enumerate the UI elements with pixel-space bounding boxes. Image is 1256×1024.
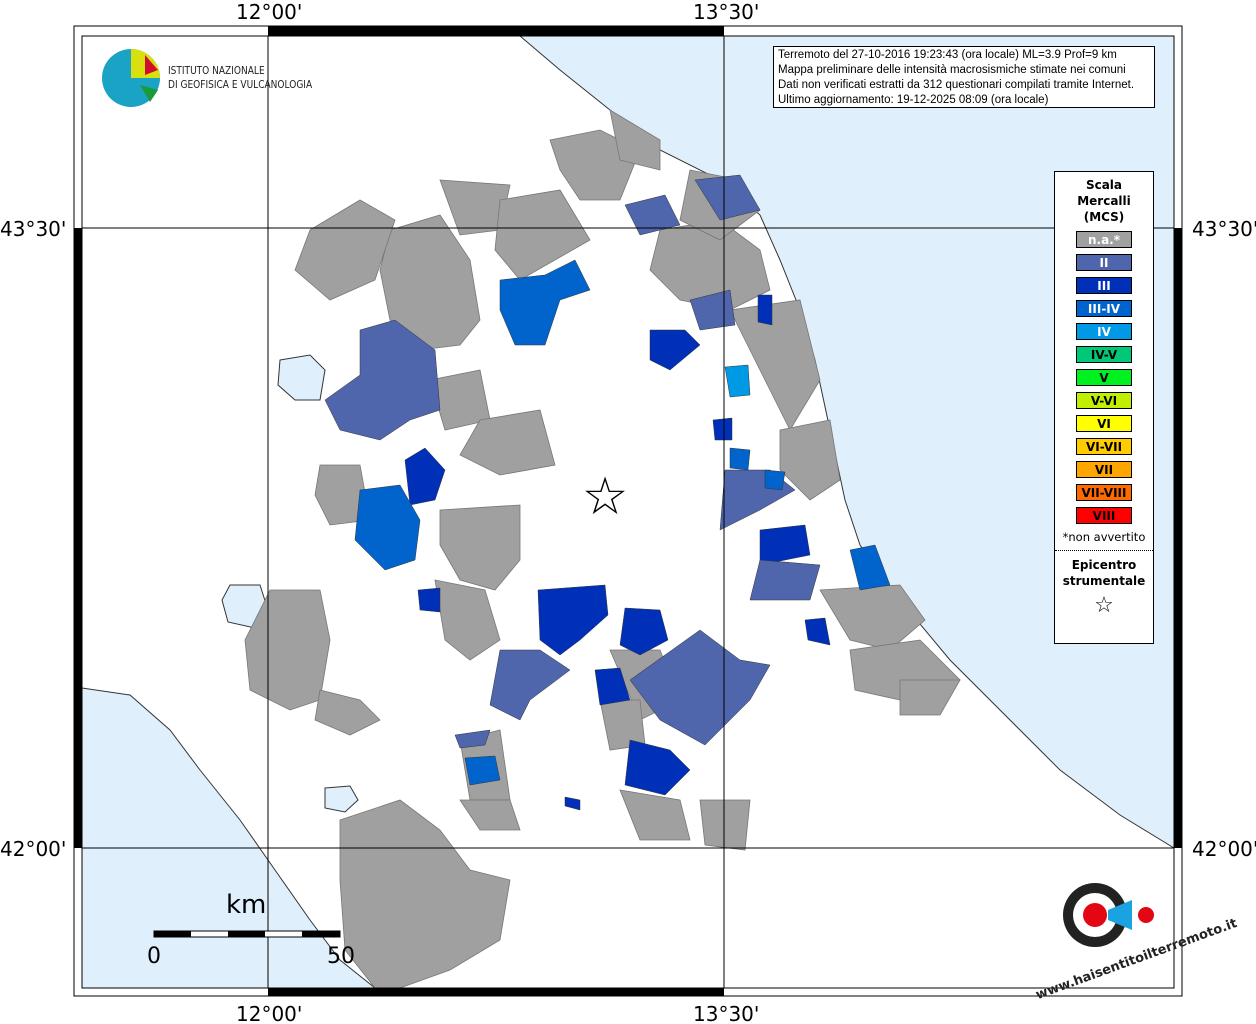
- legend-swatch-vi: VI: [1076, 415, 1132, 432]
- info-box: Terremoto del 27-10-2016 19:23:43 (ora l…: [773, 46, 1155, 108]
- scale-max: 50: [327, 944, 355, 969]
- map-frame: [73, 25, 1183, 997]
- legend-title-1: Scala: [1085, 178, 1123, 192]
- legend-note: *non avvertito: [1062, 530, 1146, 544]
- legend-swatch-v-vi: V-VI: [1076, 392, 1132, 409]
- legend-swatch-iv-v: IV-V: [1076, 346, 1132, 363]
- legend-swatch-viii: VIII: [1076, 507, 1132, 524]
- epicenter-star: ☆: [582, 467, 629, 527]
- legend-divider: [1055, 550, 1153, 551]
- legend-star-icon: ☆: [1094, 593, 1114, 618]
- legend-swatch-vi-vii: VI-VII: [1076, 438, 1132, 455]
- legend-title-2: Mercalli: [1077, 194, 1131, 208]
- scale-bar: [153, 930, 341, 938]
- scale-unit: km: [226, 890, 267, 920]
- legend-swatches: n.a.* II III III-IV IV IV-V V V-VI VI VI-VII VII VI…: [1055, 231, 1153, 524]
- legend-swatch-iv: IV: [1076, 323, 1132, 340]
- lat-label-right-top: 43°30': [1192, 217, 1256, 241]
- graticule: [82, 36, 1174, 988]
- legend-swatch-v: V: [1076, 369, 1132, 386]
- legend: Scala Mercalli (MCS) n.a.* II III III-IV IV I…: [1054, 171, 1154, 644]
- lat-label-right-bottom: 42°00': [1192, 837, 1256, 861]
- ingv-line1: ISTITUTO NAZIONALE: [168, 64, 265, 77]
- ingv-logo-globe: [102, 49, 160, 107]
- lakes: [221, 354, 359, 813]
- legend-epicenter-1: Epicentro: [1071, 558, 1137, 572]
- legend-swatch-vii-viii: VII-VIII: [1076, 484, 1132, 501]
- lat-label-left-bottom: 42°00': [0, 837, 67, 861]
- municipalities-felt: [324, 174, 891, 811]
- lon-label-bottom-left: 12°00': [236, 1002, 303, 1024]
- lat-label-left-top: 43°30': [0, 217, 67, 241]
- legend-swatch-vii: VII: [1076, 461, 1132, 478]
- scale-zero: 0: [147, 944, 161, 969]
- legend-swatch-iii: III: [1076, 277, 1132, 294]
- legend-swatch-ii: II: [1076, 254, 1132, 271]
- ingv-logo-text: ISTITUTO NAZIONALE DI GEOFISICA E VULCAN…: [168, 64, 312, 92]
- ingv-line2: DI GEOFISICA E VULCANOLOGIA: [168, 78, 313, 91]
- info-event: Terremoto del 27-10-2016 19:23:43 (ora l…: [778, 49, 1117, 61]
- legend-swatch-na: n.a.*: [1076, 231, 1132, 248]
- legend-swatch-iii-iv: III-IV: [1076, 300, 1132, 317]
- lon-label-top-right: 13°30': [693, 0, 760, 24]
- info-source: Dati non verificati estratti da 312 ques…: [778, 79, 1135, 91]
- hst-logo: [1063, 883, 1154, 947]
- lon-label-top-left: 12°00': [236, 0, 303, 24]
- info-description: Mappa preliminare delle intensità macros…: [778, 64, 1126, 76]
- legend-epicenter-2: strumentale: [1062, 574, 1146, 588]
- info-updated: Ultimo aggiornamento: 19-12-2025 08:09 (…: [778, 94, 1049, 106]
- legend-title-3: (MCS): [1083, 210, 1125, 224]
- lon-label-bottom-right: 13°30': [693, 1002, 760, 1024]
